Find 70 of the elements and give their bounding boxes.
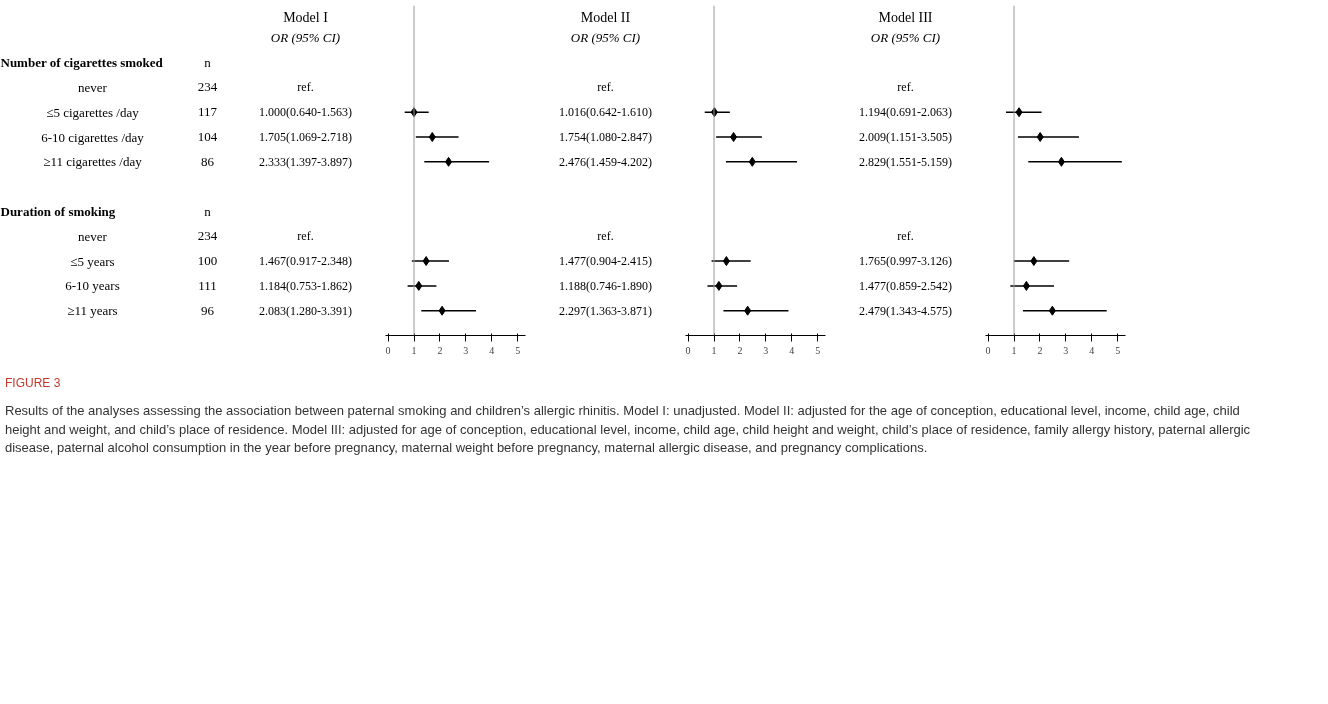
category-label: never xyxy=(78,79,107,95)
data-label: 1.754(1.080-2.847) xyxy=(559,130,653,144)
data-label: 2.333(1.397-3.897) xyxy=(259,154,353,169)
category-label: never xyxy=(78,228,107,244)
y2-tick-label: 234 xyxy=(197,228,218,244)
x-tick-label: 2 xyxy=(437,344,443,356)
chart-title: Model II xyxy=(580,10,631,26)
text: ref. xyxy=(897,80,914,95)
data-label: 2.479(1.343-4.575) xyxy=(859,303,953,318)
caption: FIGURE 3 xyxy=(5,375,61,392)
text: ref. xyxy=(597,229,614,244)
data-label: 2.009(1.151-3.505) xyxy=(859,130,953,144)
data-label: 1.016(0.642-1.610) xyxy=(559,105,653,120)
x-tick-label: 4 xyxy=(489,344,495,356)
data-label: 1.477(0.904-2.415) xyxy=(559,254,653,269)
x-tick-label: 4 xyxy=(1089,344,1095,356)
y2-tick-label: 86 xyxy=(201,153,215,169)
y2-tick-label: 104 xyxy=(197,129,218,144)
data-label: 2.297(1.363-3.871) xyxy=(559,303,653,318)
x-tick-label: 1 xyxy=(1011,344,1017,356)
x-tick-label: 3 xyxy=(1063,344,1069,356)
data-label: 1.705(1.069-2.718) xyxy=(259,130,353,144)
chart-subtitle: OR (95% CI) xyxy=(870,30,941,46)
data-label: 1.184(0.753-1.862) xyxy=(259,278,353,293)
y2-tick-label: 111 xyxy=(198,277,217,293)
text: ref. xyxy=(897,229,914,244)
y2-tick-label: 100 xyxy=(197,253,218,269)
data-label: 2.476(1.459-4.202) xyxy=(559,154,653,169)
text: ref. xyxy=(297,80,314,95)
text: ref. xyxy=(597,80,614,95)
data-label: 1.477(0.859-2.542) xyxy=(859,278,953,293)
chart-subtitle: OR (95% CI) xyxy=(270,30,341,46)
category-label: Duration of smoking xyxy=(0,203,116,219)
text: ref. xyxy=(297,229,314,244)
category-label: ≤5 years xyxy=(70,253,115,269)
chart-subtitle: OR (95% CI) xyxy=(570,30,641,46)
x-tick-label: 0 xyxy=(685,344,691,356)
category-label: 6-10 cigarettes /day xyxy=(41,129,144,145)
y2-tick-label: 96 xyxy=(201,302,215,318)
y2-tick-label: 234 xyxy=(197,79,218,95)
chart-title: Model III xyxy=(878,10,933,26)
category-label: 6-10 years xyxy=(65,278,120,294)
x-tick-label: 5 xyxy=(815,344,821,356)
chart-title: Model I xyxy=(283,10,329,26)
y2-tick-label: n xyxy=(204,203,212,219)
x-tick-label: 3 xyxy=(463,344,469,356)
x-tick-label: 2 xyxy=(737,344,743,356)
data-label: 2.829(1.551-5.159) xyxy=(859,154,953,169)
data-label: 2.083(1.280-3.391) xyxy=(259,303,353,318)
y2-tick-label: n xyxy=(204,55,212,71)
x-tick-label: 1 xyxy=(411,344,417,356)
x-tick-label: 5 xyxy=(1115,344,1121,356)
category-label: ≥11 years xyxy=(67,303,118,319)
x-tick-label: 2 xyxy=(1037,344,1043,356)
category-label: Number of cigarettes smoked xyxy=(0,55,163,71)
x-tick-label: 0 xyxy=(385,344,391,356)
x-tick-label: 5 xyxy=(515,344,521,356)
data-label: 1.194(0.691-2.063) xyxy=(859,105,953,120)
data-label: 1.467(0.917-2.348) xyxy=(259,254,353,269)
category-label: ≥11 cigarettes /day xyxy=(43,154,142,170)
x-tick-label: 3 xyxy=(763,344,769,356)
data-label: 1.765(0.997-3.126) xyxy=(859,254,953,269)
x-tick-label: 4 xyxy=(789,344,795,356)
y2-tick-label: 117 xyxy=(197,104,218,120)
data-label: 1.188(0.746-1.890) xyxy=(559,278,653,293)
data-label: 1.000(0.640-1.563) xyxy=(259,105,353,120)
x-tick-label: 0 xyxy=(985,344,991,356)
text: Results of the analyses assessing the association between paternal smoking and children’s allergic rhinitis. Model I: unadjusted. Model II: adjusted for the age of conception, educational level, income, child age, child height and weight, and child’s place of residence. Model III: adjusted for age of conception, educational level, income, child age, child height and weight, child’s place of residence, family allergy history, paternal allergic disease, paternal alcohol consumption in the year before pregnancy, maternal weight before pregnancy, maternal allergic disease, and pregnancy complications. xyxy=(5,402,1252,458)
category-label: ≤5 cigarettes /day xyxy=(46,104,139,120)
x-tick-label: 1 xyxy=(711,344,717,356)
